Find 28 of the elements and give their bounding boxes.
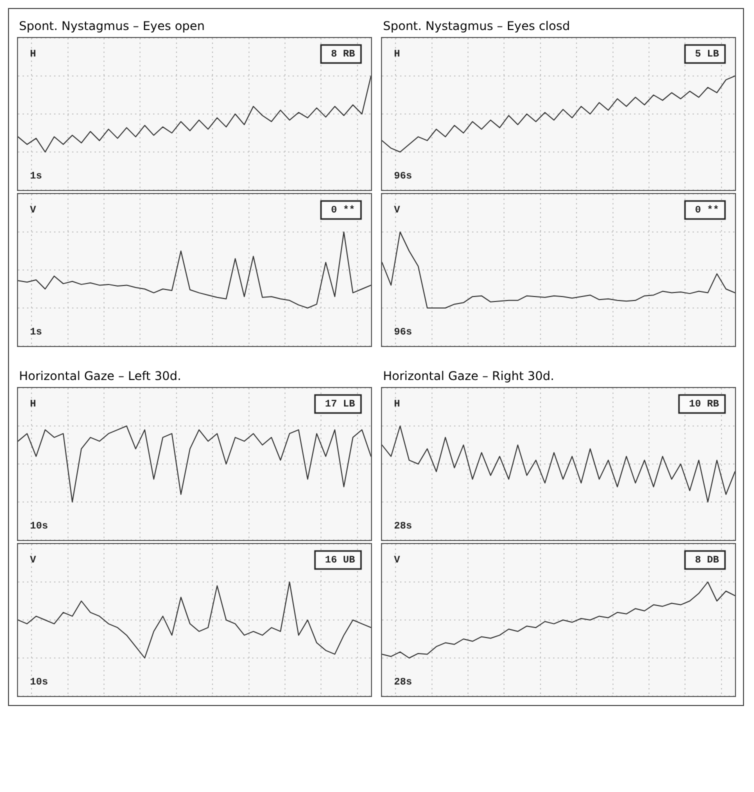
- chart-title: Horizontal Gaze – Right 30d.: [382, 368, 556, 385]
- text: 1s: [30, 172, 42, 183]
- text: 8 RB: [330, 50, 355, 61]
- text: 5 LB: [694, 50, 719, 61]
- text: 1s: [30, 328, 42, 339]
- text: H: [30, 400, 36, 411]
- text: 96s: [394, 328, 412, 339]
- text: 10s: [30, 522, 48, 533]
- text: 17 LB: [324, 400, 355, 411]
- chart-title: Spont. Nystagmus – Eyes closd: [382, 18, 571, 35]
- text: 28s: [394, 522, 412, 533]
- text: V: [30, 206, 36, 217]
- text: 8 DB: [694, 556, 719, 567]
- text: 16 UB: [324, 556, 355, 567]
- text: H: [394, 50, 400, 61]
- text: 0 **: [330, 204, 355, 217]
- text: H: [30, 50, 36, 61]
- text: V: [394, 556, 400, 567]
- text: 0 **: [694, 204, 719, 217]
- text: V: [30, 556, 36, 567]
- text: 10 RB: [688, 400, 719, 411]
- text: 96s: [394, 172, 412, 183]
- chart-title: Spont. Nystagmus – Eyes open: [18, 18, 206, 35]
- text: H: [394, 400, 400, 411]
- chart-title: Horizontal Gaze – Left 30d.: [18, 368, 182, 385]
- text: 10s: [30, 678, 48, 689]
- text: V: [394, 206, 400, 217]
- text: 28s: [394, 678, 412, 689]
